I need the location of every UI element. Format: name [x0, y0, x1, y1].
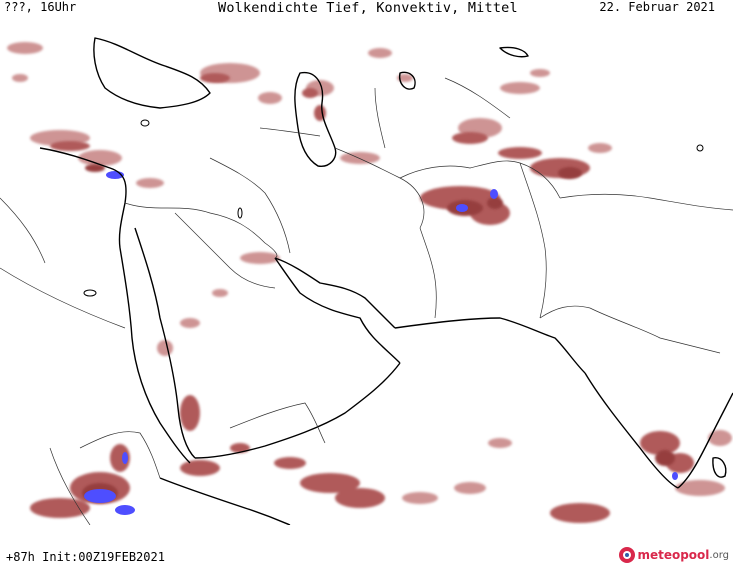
map-header: ???, 16Uhr Wolkendichte Tief, Konvektiv,…	[0, 0, 733, 22]
weather-map	[0, 18, 733, 525]
meteopool-icon	[619, 547, 636, 563]
valid-time-label: ???, 16Uhr	[4, 0, 77, 14]
country-borders	[0, 77, 733, 525]
cloud-layer	[7, 42, 732, 523]
coastlines	[39, 37, 733, 525]
valid-date-label: 22. Februar 2021	[599, 0, 715, 14]
lakes	[83, 119, 704, 297]
meteopool-logo[interactable]: meteopool .org	[619, 546, 729, 564]
map-canvas	[0, 37, 733, 525]
map-title: Wolkendichte Tief, Konvektiv, Mittel	[218, 0, 518, 16]
logo-tld: .org	[709, 549, 729, 561]
run-info-label: +87h Init:00Z19FEB2021	[6, 550, 165, 564]
logo-name: meteopool	[637, 548, 710, 562]
